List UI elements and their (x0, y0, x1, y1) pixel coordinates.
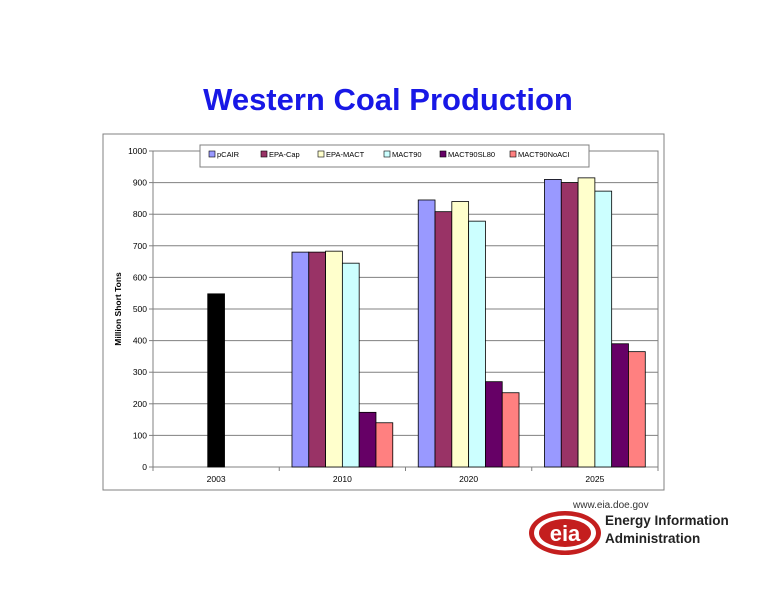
y-tick-label: 700 (133, 241, 147, 251)
bar-EPA-Cap-2020 (434, 211, 453, 468)
bar-MACT90-2010 (341, 262, 360, 468)
bar-MACT90SL80-2025 (611, 343, 629, 468)
x-tick-label: 2025 (585, 474, 604, 484)
y-tick-label: 500 (133, 304, 147, 314)
legend-label: EPA-MACT (326, 150, 365, 159)
y-tick-label: 300 (133, 367, 147, 377)
legend-swatch-pCAIR (208, 150, 216, 158)
y-tick-label: 0 (142, 462, 147, 472)
legend-swatch-EPA-Cap (260, 150, 268, 158)
legend-label: MACT90NoACI (518, 150, 570, 159)
x-tick-label: 2020 (459, 474, 478, 484)
bar-MACT90NoACI-2020 (501, 392, 520, 468)
logo-line1: Energy Information (605, 513, 729, 528)
bar-EPA-MACT-2020 (451, 201, 470, 468)
legend-swatch-EPA-MACT (317, 150, 325, 158)
bar-MACT90SL80-2010 (358, 411, 377, 468)
eia-logo-mark: eia (550, 521, 581, 546)
legend: pCAIR EPA-Cap EPA-MACT MACT90 MACT90SL80 MACT… (208, 150, 570, 159)
bar-pCAIR-2025 (544, 179, 562, 468)
legend-label: pCAIR (217, 150, 240, 159)
y-tick-label: 1000 (128, 146, 147, 156)
bar-pCAIR-2010 (291, 251, 310, 468)
bar-EPA-MACT-2025 (577, 177, 596, 468)
legend-swatch-MACT90NoACI (509, 150, 517, 158)
bar-EPA-Cap-2010 (308, 251, 326, 468)
slide-title: Western Coal Production (203, 82, 573, 117)
bars (207, 177, 646, 468)
y-tick-label: 100 (133, 430, 147, 440)
bar-pCAIR-2020 (417, 199, 436, 468)
y-tick-label: 800 (133, 209, 147, 219)
bar-MACT90NoACI-2010 (375, 422, 394, 468)
legend-swatch-MACT90SL80 (439, 150, 447, 158)
y-tick-label: 600 (133, 272, 147, 282)
y-axis: 0 100 200 300 400 500 600 700 800 900 1000 (128, 146, 153, 472)
legend-label: MACT90 (392, 150, 422, 159)
bar-MACT90SL80-2020 (485, 381, 503, 468)
logo-line2: Administration (605, 531, 701, 546)
legend-box (199, 144, 590, 168)
x-axis: 2003 2010 2020 2025 (152, 467, 659, 484)
bar-EPA-MACT-2010 (325, 250, 343, 468)
x-tick-label: 2010 (333, 474, 352, 484)
legend-swatch-MACT90 (383, 150, 391, 158)
logo-url: www.eia.doe.gov (573, 500, 649, 511)
y-tick-label: 200 (133, 399, 147, 409)
y-tick-label: 900 (133, 178, 147, 188)
x-tick-label: 2003 (207, 474, 226, 484)
bar-historical-2003 (207, 293, 225, 468)
bar-MACT90-2020 (468, 220, 486, 468)
bar-MACT90NoACI-2025 (628, 351, 646, 468)
y-tick-label: 400 (133, 336, 147, 346)
y-axis-label: Million Short Tons (113, 272, 123, 346)
eia-logo-icon: eia (529, 511, 601, 555)
bar-EPA-Cap-2025 (560, 182, 579, 468)
legend-label: MACT90SL80 (448, 150, 495, 159)
legend-label: EPA-Cap (269, 150, 300, 159)
eia-logo: eia www.eia.doe.gov Energy Information A… (527, 500, 757, 560)
bar-MACT90-2025 (594, 190, 613, 468)
